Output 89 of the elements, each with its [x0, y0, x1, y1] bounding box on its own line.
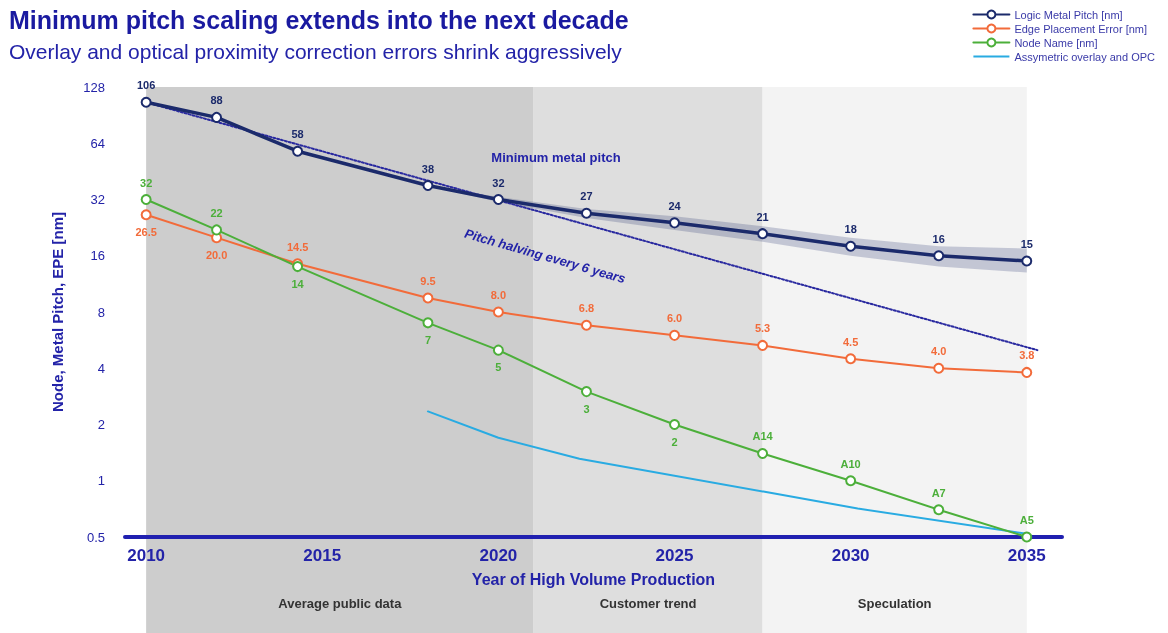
point [580, 207, 592, 219]
data-label: 7 [424, 333, 431, 346]
y-tick-label: 16 [90, 248, 105, 264]
point [669, 329, 681, 341]
y-tick-label: 32 [90, 192, 105, 207]
data-label: 9.5 [420, 275, 436, 288]
y-tick-label: 64 [90, 135, 105, 151]
data-label: 16 [932, 232, 945, 245]
point [933, 504, 945, 516]
data-label: 32 [492, 176, 505, 189]
point [140, 194, 152, 205]
point [933, 362, 945, 374]
data-label: 3.8 [1019, 349, 1035, 362]
point [422, 292, 434, 304]
x-tick-label: 2015 [303, 546, 342, 565]
point [211, 111, 223, 123]
x-tick-label: 2020 [479, 546, 518, 565]
data-label: A10 [840, 457, 861, 470]
legend-label: Node Name [nm] [1014, 36, 1098, 49]
point [933, 250, 945, 262]
point [422, 317, 434, 329]
point [492, 194, 504, 205]
point [292, 145, 304, 157]
y-tick-label: 1 [97, 473, 105, 489]
data-label: 106 [136, 79, 156, 92]
point [845, 353, 857, 365]
point [1021, 366, 1033, 378]
point [757, 447, 769, 459]
data-label: 6.8 [578, 302, 595, 315]
point [580, 386, 592, 398]
point [140, 96, 152, 108]
point [757, 228, 769, 240]
y-tick-label: 0.5 [86, 529, 105, 545]
point [211, 224, 223, 236]
band-label: Speculation [857, 595, 932, 611]
data-label: 26.5 [135, 225, 157, 238]
x-tick-label: 2035 [1007, 546, 1046, 565]
point [140, 209, 152, 221]
data-label: 8.0 [490, 289, 507, 301]
annotation: Minimum metal pitch [491, 149, 621, 165]
x-tick-label: 2025 [655, 546, 694, 565]
data-label: 5 [495, 361, 502, 374]
data-label: 32 [140, 176, 153, 189]
data-label: 4.0 [931, 345, 947, 358]
point [845, 475, 857, 487]
band-label: Average public data [278, 595, 403, 611]
data-label: 24 [668, 199, 682, 212]
point [757, 339, 769, 351]
legend-label: Logic Metal Pitch [nm] [1014, 8, 1123, 21]
data-label: 20.0 [205, 248, 228, 261]
data-label: 27 [580, 190, 593, 203]
x-axis-title: Year of High Volume Production [471, 570, 716, 588]
point [492, 344, 504, 356]
data-label: A7 [931, 486, 946, 499]
data-label: 14 [291, 277, 305, 290]
y-tick-label: 2 [97, 417, 105, 432]
data-label: 2 [671, 435, 678, 448]
data-label: 4.5 [843, 335, 859, 348]
legend-label: Edge Placement Error [nm] [1014, 22, 1148, 35]
data-label: 15 [1020, 237, 1033, 250]
band-label: Customer trend [599, 595, 697, 611]
y-tick-label: 4 [97, 360, 105, 376]
y-tick-label: 128 [83, 79, 105, 95]
data-label: 58 [291, 128, 304, 141]
x-tick-label: 2010 [127, 546, 166, 565]
y-tick-label: 8 [97, 304, 105, 320]
point [492, 306, 504, 318]
data-label: A14 [752, 430, 774, 443]
point [1021, 255, 1033, 267]
data-label: 18 [844, 223, 857, 236]
point [580, 319, 592, 331]
point [845, 240, 857, 252]
y-axis-title: Node, Metal Pitch, EPE [nm] [49, 211, 66, 413]
chart-subtitle: Overlay and optical proximity correction errors shrink aggressively [9, 40, 623, 63]
point [669, 217, 681, 229]
chart-title: Minimum pitch scaling extends into the next decade [9, 5, 629, 34]
data-label: 22 [210, 206, 223, 219]
data-label: 88 [210, 94, 223, 107]
data-label: 6.0 [666, 312, 683, 325]
data-label: 14.5 [286, 240, 309, 253]
data-label: 5.3 [754, 322, 771, 335]
data-label: 38 [421, 162, 435, 175]
data-label: A5 [1019, 514, 1034, 526]
point [422, 180, 434, 192]
data-label: 21 [756, 210, 769, 223]
data-label: 3 [583, 402, 590, 415]
x-tick-label: 2030 [831, 546, 870, 565]
point [669, 419, 681, 430]
legend-label: Assymetric overlay and OPC [1014, 50, 1156, 63]
